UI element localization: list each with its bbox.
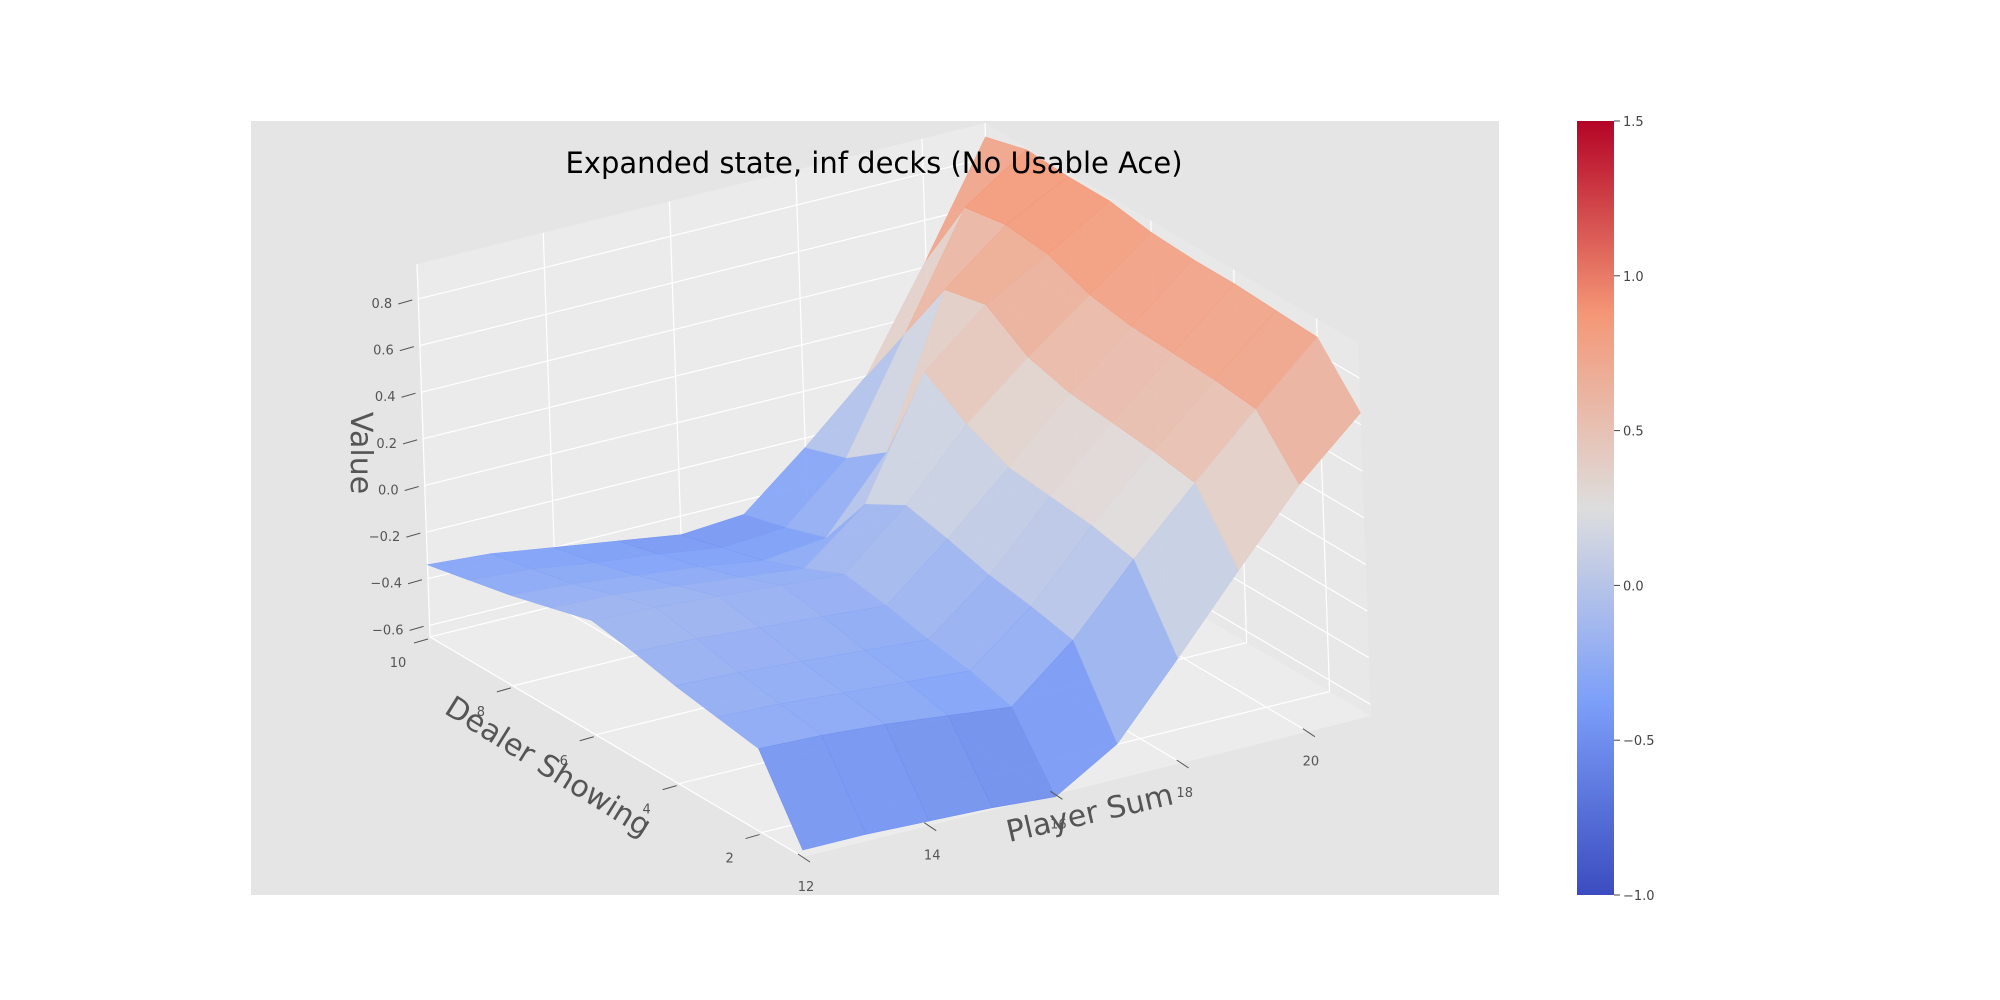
y-tick-label: 2 (725, 852, 733, 867)
y-tick-mark (496, 687, 512, 693)
axis-ticks: 12 14 16 18 20 2 4 6 8 10 −0.6 −0.4 −0.2 0.0 0.2 0.4 0.6… (369, 297, 1319, 895)
z-tick-mark (401, 392, 416, 398)
grid-line (416, 263, 431, 638)
y-tick-label: 6 (560, 754, 568, 769)
y-tick-mark (413, 638, 429, 644)
x-tick-mark (923, 822, 937, 832)
z-tick-mark (402, 439, 418, 445)
z-tick-mark (409, 625, 424, 631)
z-tick-mark (399, 346, 414, 352)
y-tick-mark (579, 736, 594, 742)
z-tick-label: 0.6 (373, 344, 394, 359)
z-tick-mark (398, 299, 413, 305)
x-tick-label: 18 (1176, 786, 1193, 801)
x-tick-label: 16 (1050, 817, 1067, 832)
grid-line (421, 250, 990, 393)
grid-line (429, 636, 804, 858)
surface-patch (1255, 336, 1361, 486)
x-tick-mark (1050, 790, 1063, 800)
z-tick-label: 0.2 (376, 437, 397, 452)
z-tick-label: −0.2 (369, 530, 401, 545)
y-tick-label: 4 (643, 803, 651, 818)
z-tick-label: 0.4 (375, 390, 396, 405)
grid-line (542, 232, 557, 606)
surface (426, 136, 1361, 851)
colorbar-tick-label: 1.0 (1623, 270, 1644, 285)
grid-line (419, 204, 988, 347)
colorbar-tick-label: −1.0 (1623, 889, 1655, 904)
z-axis-title: Value (343, 412, 378, 494)
y-tick-mark (745, 834, 760, 840)
z-tick-label: 0.0 (378, 484, 399, 499)
y-tick-label: 10 (390, 656, 407, 671)
x-tick-label: 20 (1303, 755, 1320, 770)
chart-title: Expanded state, inf decks (No Usable Ace… (565, 146, 1182, 180)
z-tick-mark (406, 532, 421, 538)
z-tick-mark (404, 485, 419, 491)
x-tick-mark (797, 853, 811, 863)
z-tick-label: −0.6 (372, 623, 404, 638)
x-tick-mark (1176, 759, 1189, 769)
z-tick-label: 0.8 (372, 297, 393, 312)
x-tick-label: 12 (798, 880, 815, 895)
grid-line (668, 201, 684, 575)
colorbar-ticks: −1.0 −0.5 0.0 0.5 1.0 1.5 (1614, 115, 1655, 904)
colorbar-tick-label: 0.5 (1623, 425, 1644, 440)
grid-line (418, 157, 987, 300)
y-tick-label: 8 (477, 705, 485, 720)
z-tick-label: −0.4 (370, 577, 402, 592)
x-tick-label: 14 (924, 849, 941, 864)
z-tick-mark (407, 579, 423, 585)
colorbar-tick-label: 1.5 (1623, 115, 1644, 130)
colorbar-tick-label: −0.5 (1623, 734, 1655, 749)
x-tick-mark (1302, 728, 1316, 738)
colorbar-tick-label: 0.0 (1623, 579, 1644, 594)
colorbar (1577, 121, 1614, 895)
y-tick-mark (662, 785, 677, 791)
